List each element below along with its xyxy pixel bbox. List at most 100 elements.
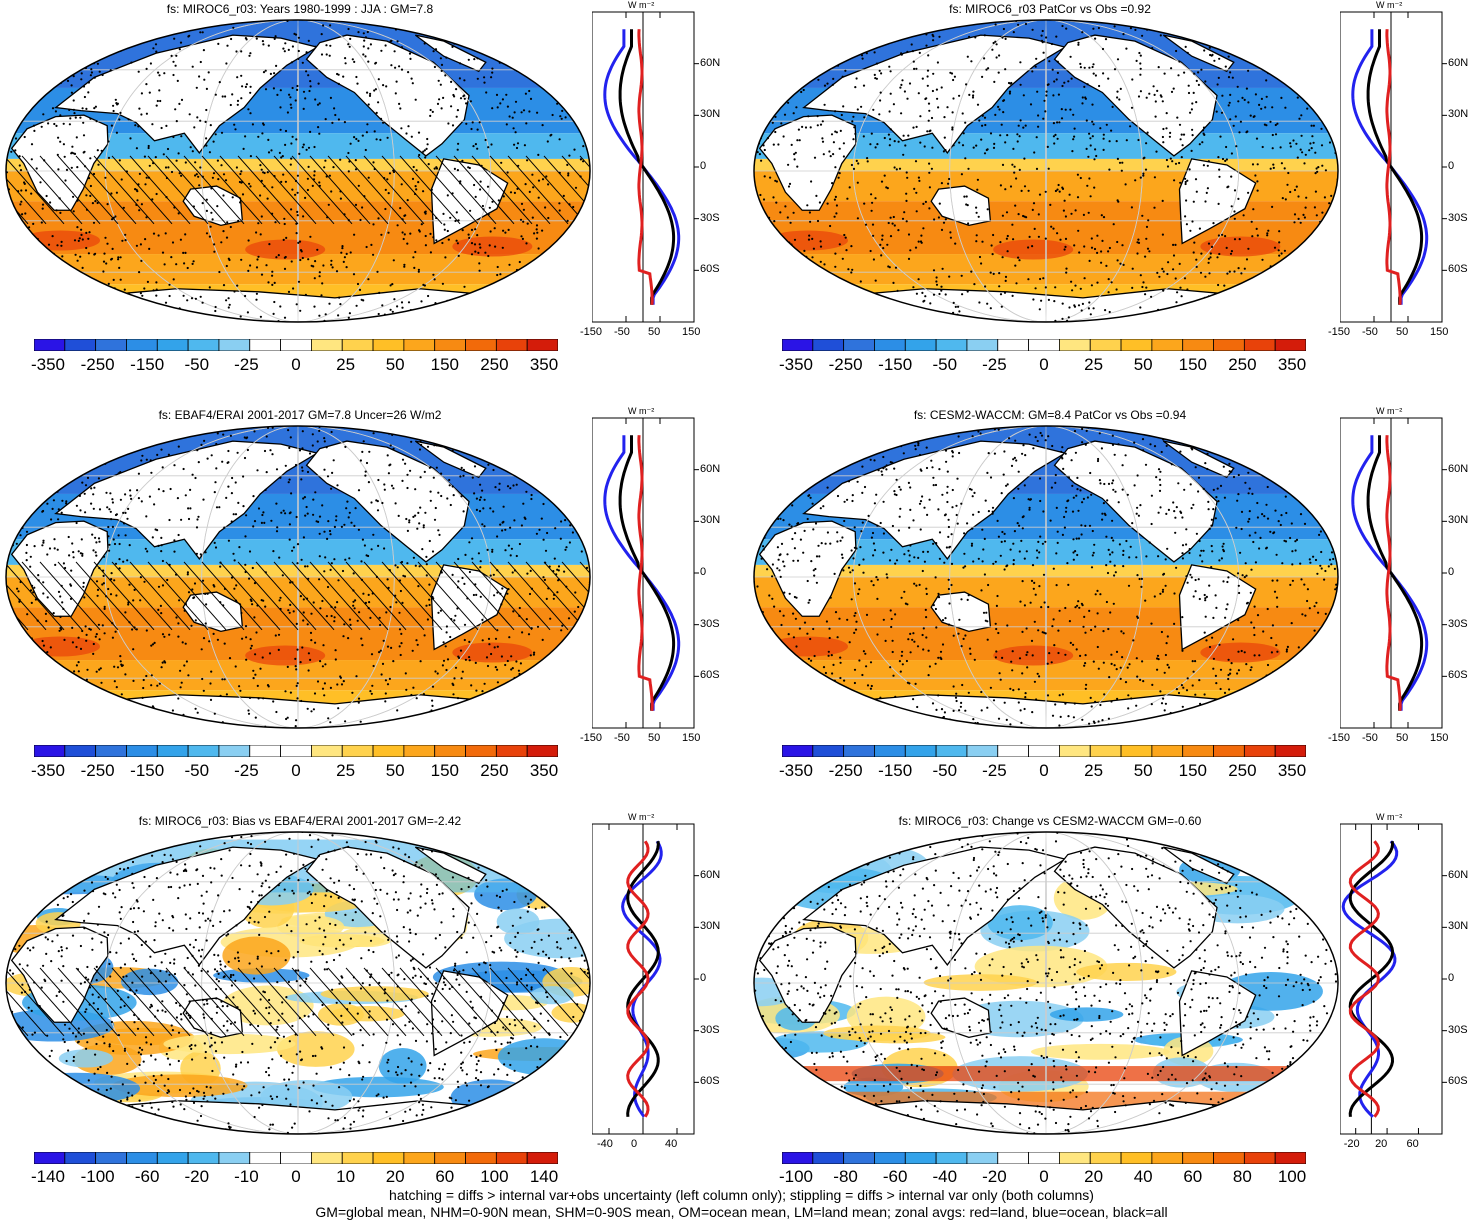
colorbar-tick-label: -25 bbox=[234, 355, 259, 374]
zonal-x-tick-label: 50 bbox=[648, 732, 661, 744]
colorbar-tick-label: -150 bbox=[130, 761, 165, 780]
colorbar-tick-label: -50 bbox=[932, 355, 958, 374]
latitude-label: 30N bbox=[1448, 514, 1469, 527]
colorbar-tick-label: -150 bbox=[878, 761, 913, 780]
latitude-label: 60S bbox=[1448, 1075, 1468, 1088]
colorbar-tick-label: 150 bbox=[1178, 355, 1207, 374]
colorbar-tick-label: 20 bbox=[385, 1167, 405, 1186]
world-map-panel-1 bbox=[5, 19, 591, 323]
latitude-label: 30N bbox=[700, 920, 721, 933]
latitude-label: 30S bbox=[1448, 1023, 1468, 1036]
latitude-label: 60S bbox=[1448, 669, 1468, 682]
panel-title-1: fs: MIROC6_r03: Years 1980-1999 : JJA : … bbox=[166, 2, 434, 16]
latitude-label: 0 bbox=[700, 566, 707, 578]
latitude-label: 60S bbox=[700, 1075, 720, 1088]
colorbar-tick-label: 25 bbox=[336, 355, 356, 374]
zonal-x-tick-label: 0 bbox=[631, 1138, 638, 1150]
zonal-x-tick-label: 150 bbox=[1430, 732, 1449, 744]
colorbar-tick-label: 140 bbox=[529, 1167, 559, 1186]
zonal-units-label: W m⁻² bbox=[628, 0, 655, 10]
colorbar-tick-label: 100 bbox=[480, 1167, 509, 1186]
colorbar-tick-label: 50 bbox=[385, 355, 405, 374]
colorbar-tick-label: 250 bbox=[480, 761, 509, 780]
colorbar-tick-label: 50 bbox=[385, 761, 405, 780]
colorbar-tick-label: -40 bbox=[932, 1167, 958, 1186]
colorbar-tick-label: -25 bbox=[982, 355, 1007, 374]
world-map-panel-4 bbox=[753, 425, 1339, 729]
colorbar-tick-label: 350 bbox=[529, 761, 559, 780]
colorbar-tick-label: -60 bbox=[134, 1167, 160, 1186]
latitude-label: 60N bbox=[1448, 868, 1469, 881]
colorbar-tick-label: 0 bbox=[1039, 355, 1049, 374]
colorbar-tick-label: -150 bbox=[878, 355, 913, 374]
zonal-x-tick-label: 20 bbox=[1375, 1138, 1388, 1150]
zonal-x-tick-label: -150 bbox=[1328, 732, 1351, 744]
colorbar-tick-label: 150 bbox=[1178, 761, 1207, 780]
world-map-panel-3 bbox=[5, 425, 591, 729]
colorbar-tick-label: -350 bbox=[30, 761, 66, 780]
colorbar-tick-label: -100 bbox=[778, 1167, 814, 1186]
footer-line-2: GM=global mean, NHM=0-90N mean, SHM=0-90… bbox=[315, 1204, 1168, 1220]
colorbar-tick-label: -350 bbox=[778, 355, 814, 374]
colorbar-tick-label: -150 bbox=[130, 355, 165, 374]
colorbar-tick-label: -100 bbox=[80, 1167, 115, 1186]
latitude-label: 30S bbox=[1448, 617, 1468, 630]
latitude-label: 0 bbox=[700, 972, 707, 984]
colorbar-4 bbox=[782, 745, 1306, 757]
panel-title-4: fs: CESM2-WACCM: GM=8.4 PatCor vs Obs =0… bbox=[913, 408, 1187, 422]
world-map-panel-5 bbox=[5, 831, 591, 1135]
colorbar-1 bbox=[34, 339, 558, 351]
colorbar-tick-label: -10 bbox=[234, 1167, 259, 1186]
latitude-label: 60N bbox=[1448, 56, 1469, 69]
zonal-x-tick-label: -150 bbox=[580, 732, 603, 744]
colorbar-tick-label: 10 bbox=[336, 1167, 356, 1186]
colorbar-tick-label: -250 bbox=[80, 761, 115, 780]
colorbar-6 bbox=[782, 1152, 1306, 1164]
latitude-label: 30N bbox=[700, 514, 721, 527]
zonal-x-tick-label: -50 bbox=[1362, 732, 1378, 744]
colorbar-tick-label: 0 bbox=[291, 1167, 301, 1186]
world-map-panel-6 bbox=[753, 831, 1339, 1135]
latitude-label: 0 bbox=[1448, 160, 1455, 172]
colorbar-tick-label: 25 bbox=[1084, 761, 1104, 780]
zonal-x-tick-label: 50 bbox=[1396, 326, 1409, 338]
latitude-label: 60S bbox=[700, 669, 720, 682]
zonal-mean-plot-4 bbox=[1340, 417, 1447, 729]
zonal-units-label: W m⁻² bbox=[1376, 406, 1403, 416]
colorbar-tick-label: 350 bbox=[529, 355, 559, 374]
colorbar-2 bbox=[782, 339, 1306, 351]
colorbar-tick-label: 350 bbox=[1277, 761, 1307, 780]
colorbar-3 bbox=[34, 745, 558, 757]
colorbar-tick-label: 0 bbox=[291, 761, 301, 780]
colorbar-tick-label: 60 bbox=[1183, 1167, 1203, 1186]
zonal-units-label: W m⁻² bbox=[1376, 0, 1403, 10]
colorbar-tick-label: -140 bbox=[30, 1167, 66, 1186]
colorbar-tick-label: 50 bbox=[1133, 761, 1153, 780]
colorbar-tick-label: 100 bbox=[1277, 1167, 1307, 1186]
zonal-units-label: W m⁻² bbox=[1376, 812, 1403, 822]
colorbar-5 bbox=[34, 1152, 558, 1164]
zonal-x-tick-label: -150 bbox=[580, 326, 603, 338]
latitude-label: 30S bbox=[700, 1023, 720, 1036]
zonal-x-tick-label: -50 bbox=[614, 326, 630, 338]
zonal-x-tick-label: -50 bbox=[1362, 326, 1378, 338]
colorbar-tick-label: -60 bbox=[882, 1167, 908, 1186]
latitude-label: 60S bbox=[1448, 263, 1468, 276]
zonal-mean-plot-6 bbox=[1340, 823, 1447, 1135]
colorbar-tick-label: -25 bbox=[982, 761, 1007, 780]
colorbar-tick-label: 40 bbox=[1133, 1167, 1153, 1186]
colorbar-tick-label: -250 bbox=[828, 761, 863, 780]
colorbar-tick-label: -50 bbox=[932, 761, 958, 780]
latitude-label: 30S bbox=[700, 211, 720, 224]
colorbar-tick-label: 0 bbox=[1039, 1167, 1049, 1186]
world-map-panel-2 bbox=[753, 19, 1339, 323]
colorbar-tick-label: -50 bbox=[184, 355, 210, 374]
panel-title-3: fs: EBAF4/ERAI 2001-2017 GM=7.8 Uncer=26… bbox=[158, 408, 442, 422]
latitude-label: 60N bbox=[1448, 462, 1469, 475]
colorbar-tick-label: -25 bbox=[234, 761, 259, 780]
colorbar-tick-label: -350 bbox=[30, 355, 66, 374]
colorbar-tick-label: 250 bbox=[480, 355, 509, 374]
colorbar-tick-label: 350 bbox=[1277, 355, 1307, 374]
zonal-x-tick-label: 150 bbox=[682, 732, 701, 744]
footer-line-1: hatching = diffs > internal var+obs unce… bbox=[389, 1187, 1094, 1203]
